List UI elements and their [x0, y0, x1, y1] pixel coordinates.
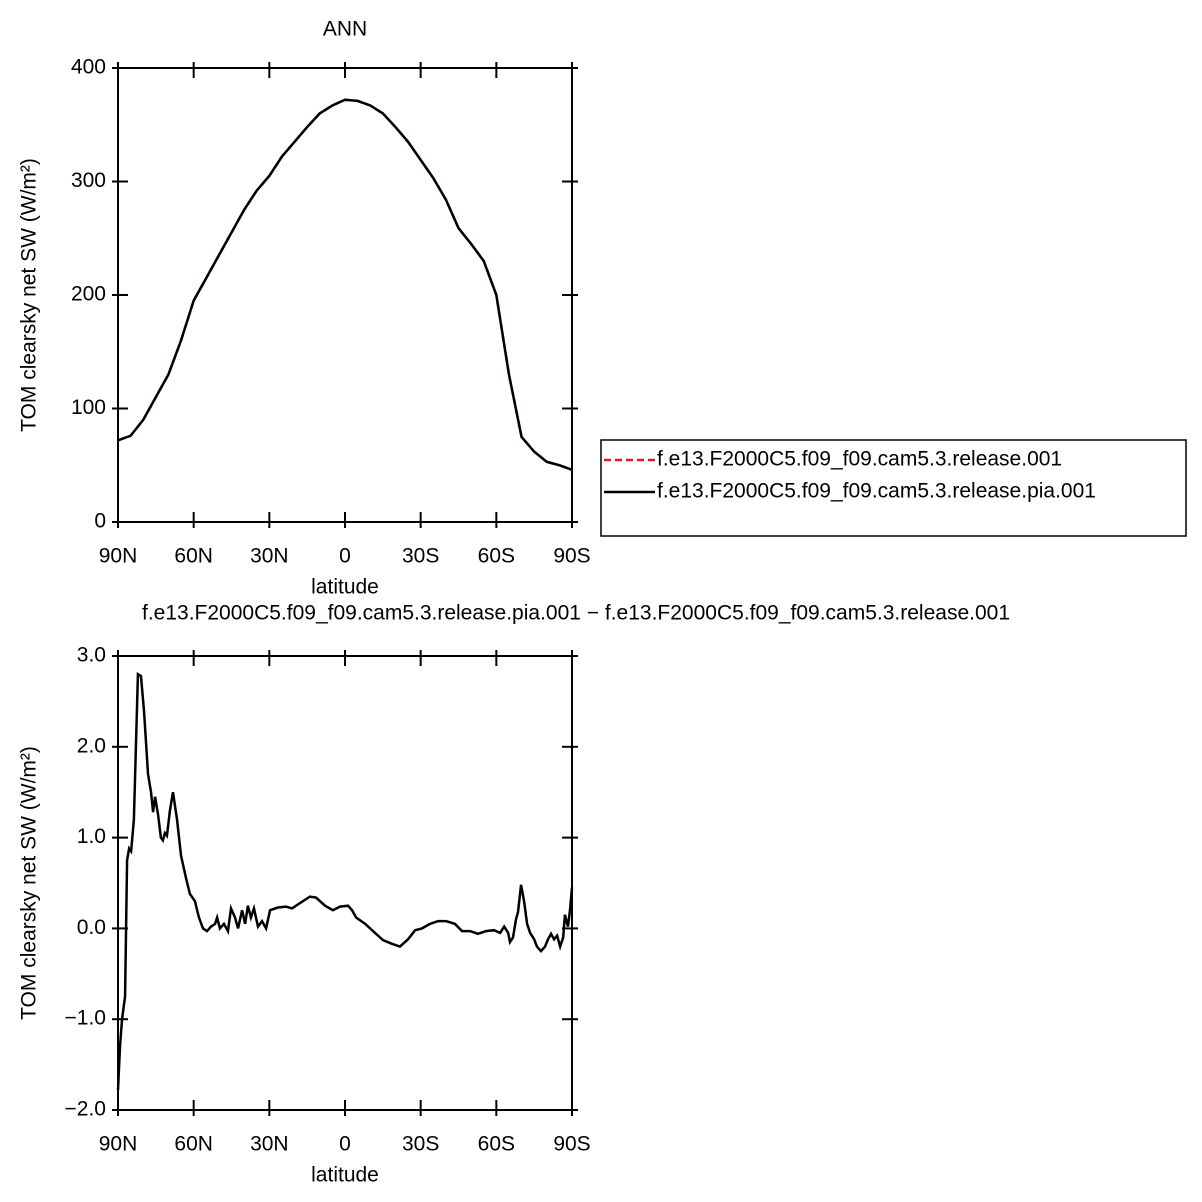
y-tick-label: −1.0 — [65, 1007, 106, 1030]
x-tick-label: 60S — [478, 1133, 515, 1156]
x-tick-label: 60N — [174, 545, 213, 568]
y-tick-label: 0 — [94, 510, 106, 533]
data-line — [117, 98, 573, 471]
x-tick-label: 60N — [174, 1133, 213, 1156]
x-tick-label: 30S — [402, 545, 439, 568]
x-tick-label: 30N — [250, 1133, 289, 1156]
x-tick-label: 90N — [99, 1133, 138, 1156]
x-tick-label: 0 — [339, 545, 351, 568]
data-line — [116, 671, 574, 1091]
y-tick-label: 2.0 — [77, 734, 106, 757]
y-tick-label: 1.0 — [77, 825, 106, 848]
x-axis-label: latitude — [311, 1164, 379, 1187]
x-axis-label: latitude — [311, 576, 379, 599]
x-tick-label: 30N — [250, 545, 289, 568]
y-tick-label: 300 — [71, 169, 106, 192]
x-tick-label: 90S — [553, 1133, 590, 1156]
x-tick-label: 60S — [478, 545, 515, 568]
legend-box — [600, 439, 1187, 537]
x-tick-label: 0 — [339, 1133, 351, 1156]
chart-title: ANN — [323, 18, 367, 41]
x-tick-label: 30S — [402, 1133, 439, 1156]
y-tick-label: 100 — [71, 396, 106, 419]
y-tick-label: 0.0 — [77, 916, 106, 939]
data-line — [117, 98, 573, 471]
y-tick-label: 400 — [71, 56, 106, 79]
x-tick-label: 90S — [553, 545, 590, 568]
x-tick-label: 90N — [99, 545, 138, 568]
plot-frame — [117, 67, 573, 523]
y-axis-label: TOM clearsky net SW (W/m²) — [18, 158, 41, 432]
y-tick-label: 3.0 — [77, 644, 106, 667]
chart-title: f.e13.F2000C5.f09_f09.cam5.3.release.pia… — [142, 602, 1010, 625]
y-tick-label: 200 — [71, 283, 106, 306]
y-axis-label: TOM clearsky net SW (W/m²) — [18, 746, 41, 1020]
legend-label: f.e13.F2000C5.f09_f09.cam5.3.release.001 — [657, 448, 1062, 471]
plot-frame — [117, 655, 573, 1111]
legend-label: f.e13.F2000C5.f09_f09.cam5.3.release.pia… — [657, 480, 1096, 503]
y-tick-label: −2.0 — [65, 1098, 106, 1121]
